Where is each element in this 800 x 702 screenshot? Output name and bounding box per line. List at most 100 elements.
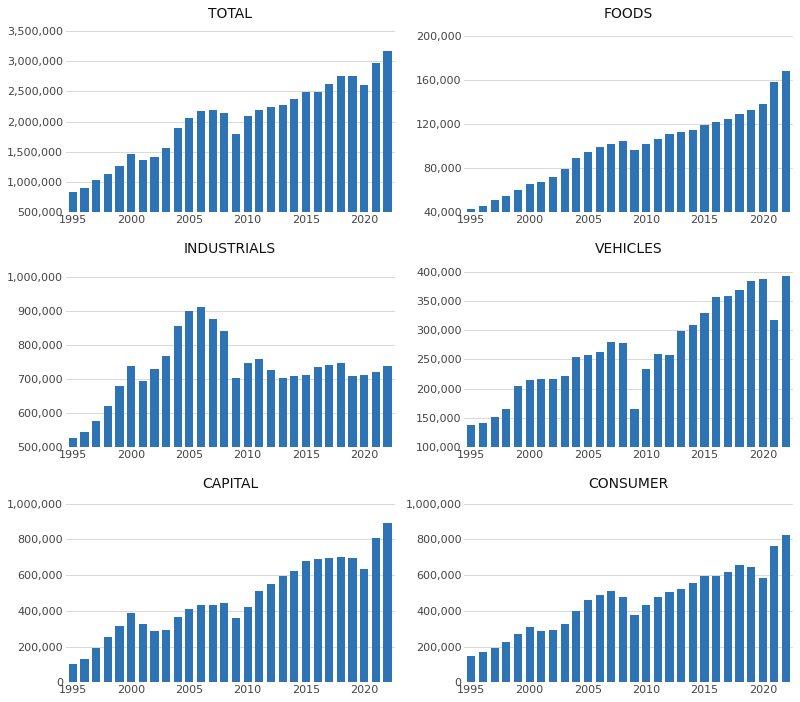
Bar: [104, 174, 112, 243]
Bar: [538, 182, 546, 256]
Bar: [782, 71, 790, 256]
Bar: [538, 631, 546, 682]
Bar: [724, 119, 732, 256]
Bar: [701, 576, 709, 682]
Bar: [383, 523, 391, 682]
Bar: [630, 150, 638, 256]
Bar: [255, 591, 263, 682]
Bar: [642, 369, 650, 506]
Bar: [666, 592, 674, 682]
Bar: [174, 326, 182, 618]
Bar: [150, 157, 158, 243]
Bar: [549, 630, 557, 682]
Bar: [337, 557, 345, 682]
Bar: [115, 166, 123, 243]
Bar: [467, 656, 475, 682]
Bar: [69, 438, 77, 618]
Bar: [677, 331, 686, 506]
Bar: [138, 624, 147, 682]
Bar: [92, 649, 100, 682]
Bar: [314, 92, 322, 243]
Title: INDUSTRIALS: INDUSTRIALS: [184, 242, 276, 256]
Bar: [186, 311, 194, 618]
Bar: [526, 380, 534, 506]
Title: TOTAL: TOTAL: [208, 7, 252, 21]
Bar: [278, 105, 286, 243]
Bar: [782, 276, 790, 506]
Bar: [642, 606, 650, 682]
Bar: [92, 420, 100, 618]
Bar: [572, 611, 580, 682]
Bar: [325, 365, 334, 618]
Bar: [595, 147, 604, 256]
Bar: [127, 154, 135, 243]
Bar: [514, 386, 522, 506]
Bar: [372, 538, 380, 682]
Bar: [572, 357, 580, 506]
Title: CAPITAL: CAPITAL: [202, 477, 258, 491]
Bar: [747, 282, 755, 506]
Bar: [770, 82, 778, 256]
Bar: [360, 569, 368, 682]
Bar: [607, 144, 615, 256]
Bar: [372, 63, 380, 243]
Bar: [349, 376, 357, 618]
Bar: [701, 125, 709, 256]
Bar: [747, 110, 755, 256]
Bar: [337, 77, 345, 243]
Bar: [630, 615, 638, 682]
Bar: [302, 561, 310, 682]
Bar: [490, 200, 498, 256]
Bar: [701, 312, 709, 506]
Bar: [689, 326, 697, 506]
Bar: [174, 128, 182, 243]
Bar: [479, 423, 487, 506]
Bar: [383, 366, 391, 618]
Bar: [758, 578, 767, 682]
Bar: [174, 617, 182, 682]
Bar: [209, 606, 217, 682]
Bar: [302, 92, 310, 243]
Bar: [243, 607, 252, 682]
Bar: [724, 571, 732, 682]
Bar: [81, 659, 89, 682]
Title: CONSUMER: CONSUMER: [589, 477, 669, 491]
Bar: [69, 192, 77, 243]
Bar: [209, 110, 217, 243]
Bar: [232, 618, 240, 682]
Bar: [220, 113, 229, 243]
Bar: [666, 355, 674, 506]
Bar: [630, 409, 638, 506]
Bar: [724, 296, 732, 506]
Bar: [467, 209, 475, 256]
Bar: [232, 134, 240, 243]
Bar: [325, 84, 334, 243]
Bar: [607, 342, 615, 506]
Bar: [782, 535, 790, 682]
Bar: [150, 369, 158, 618]
Bar: [677, 589, 686, 682]
Title: VEHICLES: VEHICLES: [595, 242, 662, 256]
Bar: [549, 379, 557, 506]
Bar: [619, 597, 627, 682]
Bar: [490, 417, 498, 506]
Bar: [770, 319, 778, 506]
Title: FOODS: FOODS: [604, 7, 654, 21]
Bar: [654, 354, 662, 506]
Bar: [735, 291, 743, 506]
Bar: [467, 425, 475, 506]
Bar: [502, 409, 510, 506]
Bar: [595, 352, 604, 506]
Bar: [584, 600, 592, 682]
Bar: [267, 107, 275, 243]
Bar: [115, 626, 123, 682]
Bar: [127, 613, 135, 682]
Bar: [255, 359, 263, 618]
Bar: [243, 117, 252, 243]
Bar: [278, 576, 286, 682]
Bar: [526, 184, 534, 256]
Bar: [232, 378, 240, 618]
Bar: [81, 432, 89, 618]
Bar: [69, 664, 77, 682]
Bar: [758, 279, 767, 506]
